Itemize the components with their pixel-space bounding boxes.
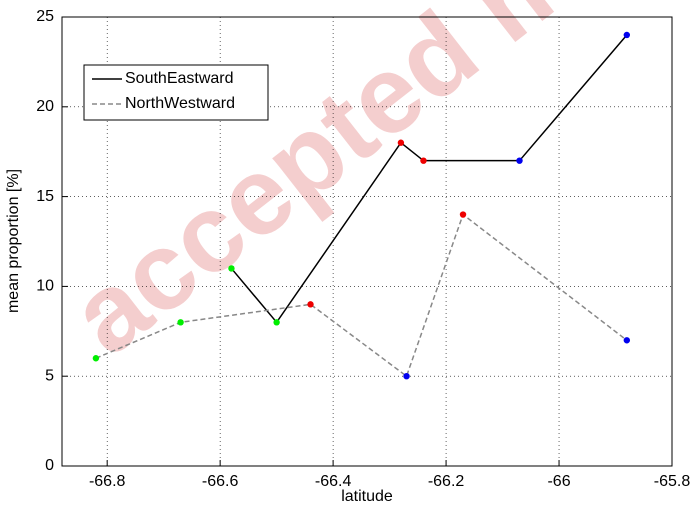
x-tick-label: -65.8 [654,473,691,490]
x-tick-label: -66.4 [315,473,352,490]
series-line [230,34,628,324]
x-tick-label: -66 [547,473,570,490]
point [420,157,427,164]
y-axis-label: mean proportion [%] [5,169,22,313]
point [273,319,280,326]
y-tick-label: 25 [36,8,54,25]
point [623,31,631,39]
point [397,139,405,146]
y-tick-label: 10 [36,278,54,295]
point [92,355,100,362]
point [516,157,523,164]
point [177,319,184,326]
plot-frame [61,16,673,467]
y-tick-label: 20 [36,98,54,115]
y-tick-label: 0 [45,457,54,474]
y-tick-label: 15 [36,188,54,205]
point [623,337,631,344]
y-tick-label: 5 [45,367,54,384]
point [307,301,314,308]
x-axis-label: latitude [341,488,393,505]
legend-label: SouthEastward [125,70,234,87]
x-tick-label: -66.2 [428,473,465,490]
x-tick-label: -66.6 [202,473,239,490]
x-tick-label: -66.8 [89,473,126,490]
point [459,211,467,218]
point [403,373,410,380]
legend-box [83,64,269,121]
legend-label: NorthWestward [125,95,235,112]
series-line [95,213,628,378]
point [228,265,235,272]
